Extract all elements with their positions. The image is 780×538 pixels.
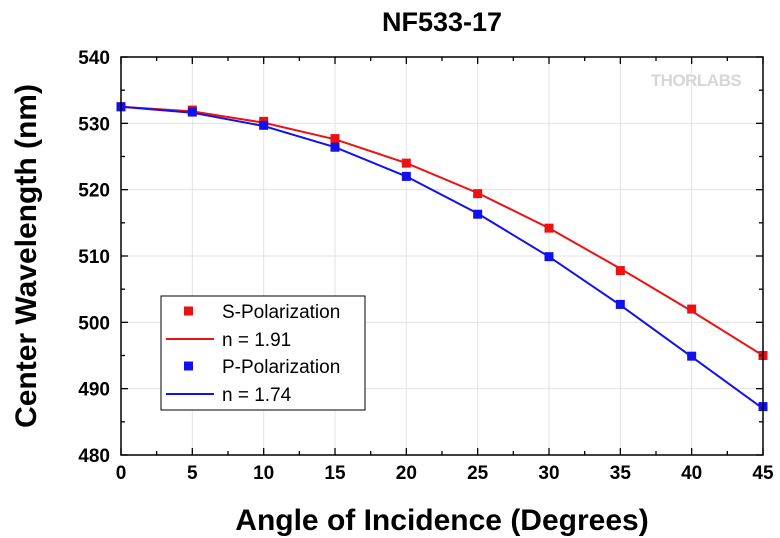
y-tick-labels: 480 490 500 510 520 530 540: [78, 48, 110, 467]
y-tick-label: 520: [78, 181, 110, 202]
chart-title: NF533-17: [382, 7, 502, 37]
data-point: [259, 120, 269, 130]
x-tick-label: 10: [253, 463, 274, 484]
data-point: [401, 171, 411, 181]
legend-label: n = 1.74: [222, 385, 292, 406]
y-axis-title: Center Wavelength (nm): [10, 84, 43, 428]
data-point: [615, 299, 625, 309]
series-line: [120, 105, 764, 357]
x-tick-label: 25: [467, 463, 489, 484]
data-point: [615, 266, 625, 276]
x-tick-label: 0: [116, 463, 127, 484]
data-point: [473, 189, 483, 199]
legend-marker: [184, 361, 193, 371]
y-tick-label: 530: [78, 114, 110, 135]
y-tick-label: 510: [78, 247, 110, 268]
series-line: [120, 105, 764, 410]
legend-label: S-Polarization: [222, 302, 340, 323]
data-point: [187, 107, 197, 117]
x-tick-label: 5: [187, 463, 198, 484]
data-point: [687, 351, 697, 361]
x-tick-label: 40: [681, 463, 702, 484]
y-tick-label: 480: [78, 446, 110, 467]
x-tick-labels: 0 5 10 15 20 25 30 35 40 45: [116, 463, 774, 484]
legend-label: P-Polarization: [222, 357, 340, 378]
legend-box: [160, 295, 366, 411]
axis-ticks: [120, 56, 764, 456]
data-point: [687, 304, 697, 314]
legend-marker: [184, 306, 193, 316]
x-axis-title: Angle of Incidence (Degrees): [235, 504, 648, 537]
x-tick-label: 15: [324, 463, 346, 484]
x-tick-label: 20: [396, 463, 417, 484]
y-tick-label: 490: [78, 380, 110, 401]
data-point: [401, 158, 411, 168]
x-tick-label: 35: [610, 463, 632, 484]
data-point: [330, 142, 340, 152]
thorlabs-watermark: THORLABS: [651, 71, 742, 90]
y-tick-label: 540: [78, 48, 110, 69]
legend-label: n = 1.91: [222, 330, 291, 351]
legend: S-Polarization n = 1.91 P-Polarization n = …: [160, 295, 366, 411]
data-point: [330, 134, 340, 144]
y-tick-label: 500: [78, 313, 110, 334]
x-tick-label: 30: [538, 463, 559, 484]
data-point: [473, 209, 483, 219]
data-point: [544, 223, 554, 233]
x-tick-label: 45: [752, 463, 774, 484]
data-point: [544, 252, 554, 262]
